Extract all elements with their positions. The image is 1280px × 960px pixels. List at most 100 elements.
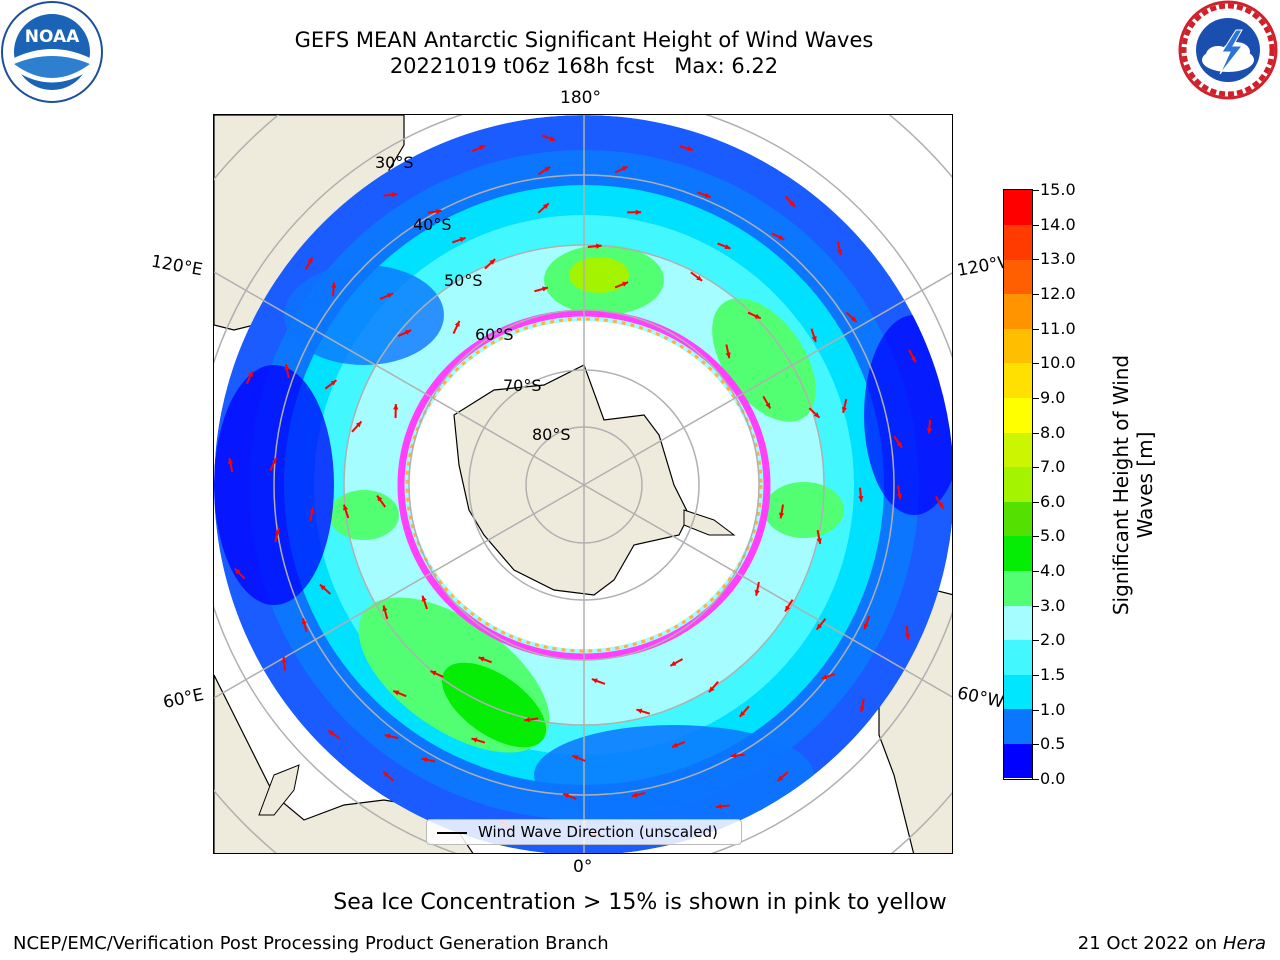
polar-map: 30°S 40°S 50°S 60°S 70°S 80°S <box>213 114 953 854</box>
wave-direction-arrowhead <box>471 737 478 743</box>
colorbar-segment <box>1004 397 1032 433</box>
wave-direction-arrowhead <box>777 775 784 782</box>
chart-title: GEFS MEAN Antarctic Significant Height o… <box>294 28 874 52</box>
colorbar-segment <box>1004 190 1032 226</box>
wave-direction-arrowhead <box>859 706 865 713</box>
map-legend: Wind Wave Direction (unscaled) <box>426 819 742 845</box>
wave-direction-arrowhead <box>724 244 731 250</box>
wave-direction-arrowhead <box>938 502 944 509</box>
wave-direction-arrowhead <box>405 330 412 335</box>
wave-direction-arrowhead <box>489 259 496 265</box>
wave-direction-arrowhead <box>331 282 337 288</box>
wave-direction-arrowhead <box>382 605 388 612</box>
wave-direction-arrowhead <box>343 504 349 511</box>
wave-patch-atlantic <box>764 482 844 538</box>
colorbar-tick-label: 8.0 <box>1040 422 1066 442</box>
colorbar-tick-label: 15.0 <box>1040 180 1076 199</box>
wave-direction-arrowhead <box>904 633 911 640</box>
colorbar-tick-mark <box>1033 467 1039 469</box>
wave-direction-arrowhead <box>896 493 903 500</box>
lon-label-0: 0° <box>573 857 593 877</box>
colorbar-segment <box>1004 639 1032 675</box>
wave-direction-arrowhead <box>715 803 722 810</box>
colorbar-tick-mark <box>1033 397 1039 399</box>
wave-direction-arrowhead <box>785 605 791 612</box>
wave-direction-arrowhead <box>542 286 548 292</box>
wave-direction-arrowhead <box>307 257 313 264</box>
wave-direction-arrowhead <box>319 584 326 591</box>
wave-direction-arrowhead <box>635 209 642 215</box>
colorbar-segment <box>1004 293 1032 329</box>
wave-direction-arrowhead <box>636 708 643 714</box>
lon-label-180: 180° <box>560 88 601 108</box>
footer-host: Hera <box>1222 933 1266 954</box>
colorbar-tick-label: 5.0 <box>1040 526 1066 546</box>
wave-direction-arrowhead <box>739 711 746 717</box>
wave-direction-arrowhead <box>355 421 362 428</box>
wave-direction-arrowhead <box>384 733 391 739</box>
lon-label-60w: 60°W <box>955 683 1006 713</box>
wave-low-south <box>534 725 814 825</box>
wave-direction-arrowhead <box>754 313 761 319</box>
wave-direction-arrowhead <box>789 200 796 207</box>
wave-direction-arrowhead <box>730 752 737 759</box>
wave-direction-arrowhead <box>591 678 598 684</box>
wave-direction-arrowhead <box>454 320 460 327</box>
colorbar-tick-mark <box>1033 432 1039 434</box>
wave-direction-arrowhead <box>816 538 822 544</box>
wave-direction-arrowhead <box>274 528 280 535</box>
wave-direction-arrowhead <box>778 234 785 240</box>
colorbar-segment <box>1004 570 1032 606</box>
wave-direction-arrowhead <box>704 192 711 198</box>
wave-direction-arrowhead <box>837 249 843 255</box>
wave-direction-arrowhead <box>696 275 703 281</box>
colorbar-tick-mark <box>1033 501 1039 503</box>
wave-direction-arrowhead <box>863 623 869 630</box>
colorbar-tick-label: 6.0 <box>1040 491 1066 511</box>
colorbar-tick-label: 1.0 <box>1040 699 1066 719</box>
colorbar-label-line1: Significant Height of Wind <box>1109 354 1133 616</box>
colorbar-tick-mark <box>1033 536 1039 538</box>
colorbar-tick-mark <box>1033 293 1039 295</box>
colorbar-tick-label: 0.5 <box>1040 734 1066 754</box>
lon-label-60e: 60°E <box>161 684 206 714</box>
footer-date: 21 Oct 2022 on Hera <box>1078 933 1266 954</box>
colorbar-label-line2: Waves [m] <box>1133 431 1157 539</box>
colorbar-segment <box>1004 501 1032 537</box>
wave-direction-arrowhead <box>377 495 383 502</box>
noaa-logo-text: NOAA <box>25 27 80 47</box>
lon-label-120e: 120°E <box>149 251 205 281</box>
colorbar-tick-label: 13.0 <box>1040 249 1076 269</box>
wave-direction-arrowhead <box>387 293 394 299</box>
footer-credit: NCEP/EMC/Verification Post Processing Pr… <box>13 933 609 954</box>
colorbar-tick-label: 10.0 <box>1040 353 1076 373</box>
footer-date-text: 21 Oct 2022 on <box>1077 933 1223 954</box>
wave-direction-arrowhead <box>687 146 694 152</box>
wave-direction-arrowhead <box>896 441 902 448</box>
lat-label-60s: 60°S <box>475 325 514 344</box>
wave-direction-arrowhead <box>765 402 771 409</box>
wave-direction-arrowhead <box>850 316 857 322</box>
wave-direction-arrowhead <box>281 656 287 663</box>
wave-direction-arrowhead <box>383 771 389 778</box>
wave-direction-arrowhead <box>709 686 715 693</box>
wave-direction-arrowhead <box>421 757 428 763</box>
wave-direction-arrowhead <box>631 792 638 798</box>
wave-direction-arrowhead <box>549 136 556 141</box>
colorbar-tick-label: 0.0 <box>1040 769 1066 788</box>
colorbar-tick-label: 9.0 <box>1040 387 1066 407</box>
wave-direction-arrowhead <box>910 356 916 363</box>
wave-direction-arrowhead <box>841 406 847 413</box>
wave-direction-arrowhead <box>330 380 337 386</box>
colorbar-tick-mark <box>1033 224 1039 226</box>
antarctica-land <box>453 364 690 596</box>
wave-direction-arrowhead <box>524 717 530 723</box>
legend-label: Wind Wave Direction (unscaled) <box>478 823 718 841</box>
colorbar-tick-label: 11.0 <box>1040 318 1076 338</box>
colorbar-segment <box>1004 224 1032 260</box>
colorbar-label: Significant Height of Wind Waves [m] <box>1109 355 1157 615</box>
colorbar-tick-mark <box>1033 675 1039 677</box>
colorbar <box>1003 189 1033 780</box>
colorbar-segment <box>1004 535 1032 571</box>
colorbar-tick-mark <box>1033 605 1039 607</box>
